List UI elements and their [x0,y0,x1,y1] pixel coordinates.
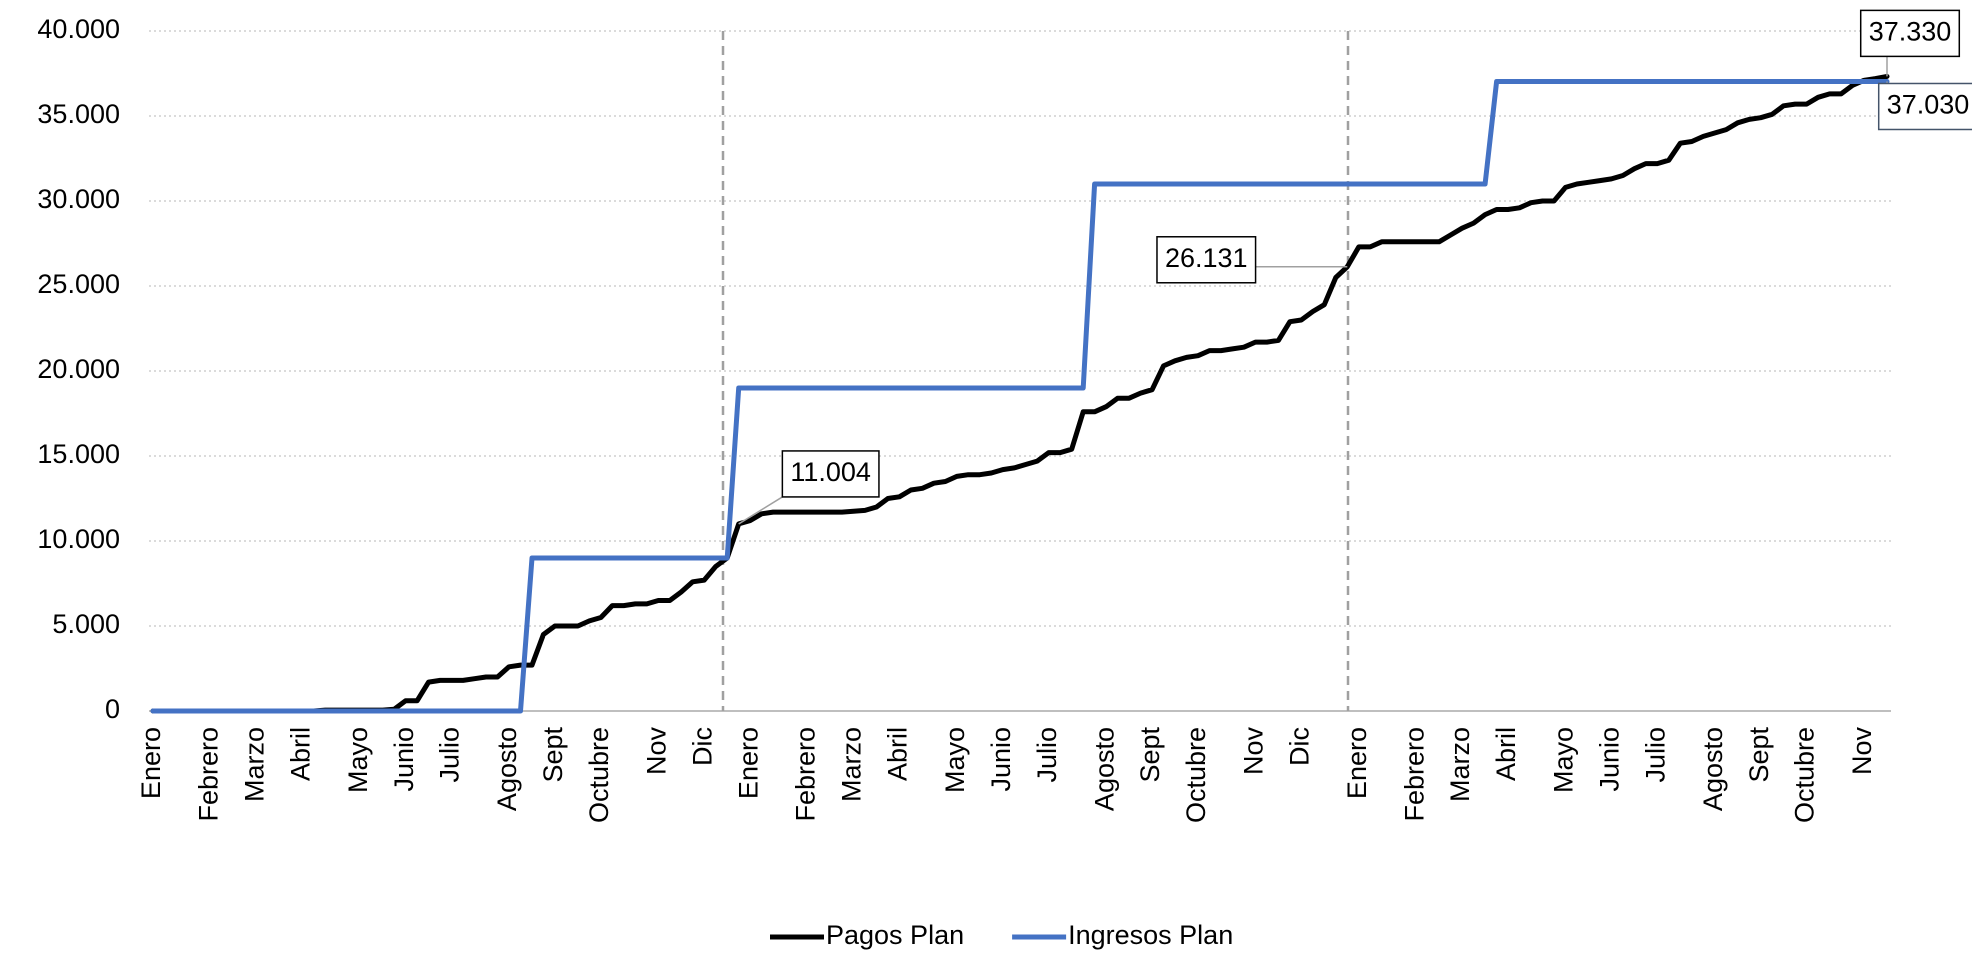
x-tick-label: Sept [1135,727,1165,783]
x-tick-label: Enero [136,727,166,799]
leader-line [738,496,783,525]
x-tick-label: Enero [733,727,763,799]
x-tick-label: Dic [687,727,717,766]
y-tick-label: 5.000 [52,609,120,639]
x-tick-label: Nov [641,727,671,776]
y-tick-label: 20.000 [37,354,120,384]
plot-area [150,73,1890,714]
data-label-box [1859,9,1961,58]
y-tick-label: 0 [105,694,120,724]
x-tick-label: Julio [1032,727,1062,783]
data-labels: 11.004 26.131 37.330 37.030 [738,9,1972,525]
x-tick-label: Febrero [1399,727,1429,822]
data-label-box [1156,236,1257,284]
data-label-box [1877,82,1972,131]
y-tick-label: 30.000 [37,184,120,214]
x-tick-label: Octubre [584,727,614,823]
x-tick-label: Junio [389,727,419,792]
x-tick-label: Marzo [239,727,269,802]
x-tick-label: Julio [1640,727,1670,783]
x-tick-label: Febrero [194,727,224,822]
x-tick-label: Marzo [1445,727,1475,802]
legend-label: Pagos Plan [826,920,964,950]
x-tick-label: Octubre [1181,727,1211,823]
x-tick-label: Enero [1342,727,1372,799]
data-label: 26.131 [1165,243,1248,273]
data-label: 11.004 [790,457,871,487]
x-tick-label: Junio [1595,727,1625,792]
x-tick-label: Abril [883,727,913,781]
data-label-box [781,450,880,498]
x-tick-label: Julio [435,727,465,783]
x-tick-label: Sept [538,727,568,783]
x-tick-label: Agosto [492,727,522,811]
x-tick-label: Sept [1744,727,1774,783]
legend: Pagos Plan Ingresos Plan [770,920,1233,950]
y-tick-label: 25.000 [37,269,120,299]
grid: 0 5.000 10.000 15.000 20.000 25.000 30.000 35.0… [37,14,1891,823]
x-tick-label: Marzo [837,727,867,802]
x-tick-label: Abril [1491,727,1521,781]
x-tick-label: Nov [1847,727,1877,776]
x-tick-label: Febrero [791,727,821,822]
data-label: 37.030 [1887,90,1970,120]
legend-label: Ingresos Plan [1068,920,1233,950]
data-label: 37.330 [1869,17,1952,47]
x-tick-label: Abril [285,727,315,781]
x-tick-label: Mayo [343,727,373,793]
y-tick-label: 10.000 [37,524,120,554]
x-tick-label: Agosto [1089,727,1119,811]
y-tick-label: 15.000 [37,439,120,469]
x-tick-label: Octubre [1790,727,1820,823]
x-tick-label: Agosto [1698,727,1728,811]
series-line [150,79,1890,714]
x-tick-label: Dic [1284,727,1314,766]
x-tick-label: Nov [1239,727,1269,776]
series-line [150,73,1890,714]
y-tick-label: 40.000 [37,14,120,44]
x-tick-label: Mayo [1549,727,1579,793]
y-tick-label: 35.000 [37,99,120,129]
x-tick-label: Junio [986,727,1016,792]
x-tick-label: Mayo [940,727,970,793]
